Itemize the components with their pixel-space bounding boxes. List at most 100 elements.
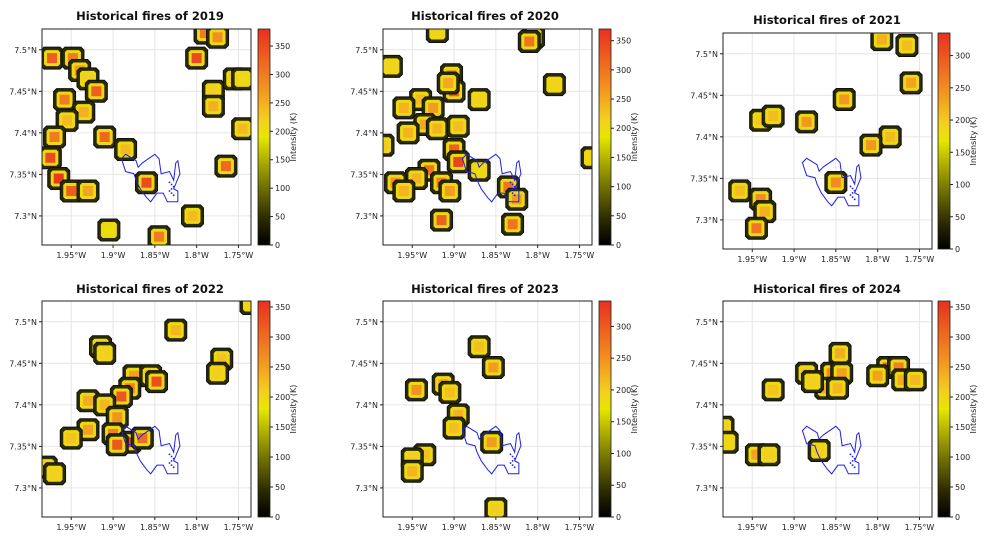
region-outline <box>120 153 181 203</box>
region-point <box>509 462 512 464</box>
fire-cell-core <box>423 165 434 176</box>
x-tick-label: 1.8°W <box>865 523 890 532</box>
fire-layer <box>42 301 251 486</box>
colorbar-tick-label: 250 <box>616 95 631 104</box>
fire-map-panel: Historical fires of 2020 1.95°W 1.9°W 1.85°… <box>350 9 639 260</box>
x-tick-label: 1.9°W <box>101 523 126 532</box>
fire-cell-core <box>897 374 908 385</box>
colorbar-tick-label: 300 <box>616 66 631 75</box>
region-point <box>170 455 173 458</box>
colorbar-tick-label: 50 <box>275 483 285 492</box>
fire-cell-core <box>587 152 592 163</box>
fire-cell-core <box>768 384 779 395</box>
fire-cell-core <box>449 144 460 155</box>
colorbar-tick-label: 250 <box>275 99 290 108</box>
fire-map-panel: Historical fires of 2024 1.95°W 1.9°W 1.85°… <box>690 282 978 532</box>
colorbar-tick-label: 100 <box>616 449 631 458</box>
map-frame <box>722 32 933 250</box>
x-tick-label: 1.85°W <box>140 251 170 260</box>
fire-layer <box>723 341 927 467</box>
fire-cell-core <box>78 107 89 118</box>
colorbar-gradient <box>598 28 612 246</box>
colorbar-tick-label: 150 <box>616 418 631 427</box>
x-tick-label: 1.75°W <box>905 523 935 532</box>
fire-cell-core <box>453 409 464 420</box>
fire-cell-core <box>237 73 248 84</box>
fire-cell-core <box>755 115 766 126</box>
colorbar-tick-label: 300 <box>955 333 970 342</box>
region-point <box>511 192 514 195</box>
x-tick-label: 1.85°W <box>821 255 851 264</box>
x-tick-label: 1.95°W <box>56 523 86 532</box>
region-point <box>168 462 171 464</box>
fire-cell-core <box>872 370 883 381</box>
colorbar-label: Intensity (K) <box>289 113 298 162</box>
fire-cell-core <box>751 223 762 234</box>
y-tick-label: 7.45°N <box>350 87 378 96</box>
fire-cell-core <box>474 341 485 352</box>
colorbar-tick-label: 150 <box>275 423 290 432</box>
region-point <box>853 466 856 469</box>
fire-cell-core <box>103 225 114 236</box>
fire-cell-core <box>398 186 409 196</box>
fire-cell-core <box>59 94 70 105</box>
region-point <box>511 183 514 186</box>
region-point <box>849 194 852 196</box>
region-point <box>168 453 171 456</box>
fire-cell-core <box>237 123 248 134</box>
fire-cell-core <box>751 449 762 460</box>
fire-cell-core <box>187 210 198 221</box>
x-tick-label: 1.9°W <box>101 251 126 260</box>
y-tick-label: 7.5°N <box>695 318 718 327</box>
colorbar-tick-label: 300 <box>275 333 290 342</box>
y-tick-label: 7.35°N <box>9 442 37 451</box>
fire-cell-core <box>839 94 850 105</box>
colorbar-gradient <box>937 300 951 518</box>
fire-cell-core <box>763 449 774 460</box>
fire-cell-core <box>723 422 728 433</box>
fire-cell-core <box>216 354 227 365</box>
x-tick-label: 1.85°W <box>481 523 511 532</box>
colorbar-label: Intensity (K) <box>630 385 639 434</box>
colorbar-tick-label: 50 <box>955 483 965 492</box>
x-tick-label: 1.75°W <box>565 523 595 532</box>
panel-title: Historical fires of 2023 <box>411 282 559 296</box>
y-tick-label: 7.45°N <box>690 91 718 100</box>
colorbar-tick-label: 50 <box>275 213 285 222</box>
y-tick-label: 7.35°N <box>350 442 378 451</box>
fire-cell-core <box>99 348 110 359</box>
colorbar-tick-label: 0 <box>616 241 621 250</box>
colorbar-tick-label: 150 <box>955 423 970 432</box>
colorbar-tick-label: 0 <box>275 513 280 522</box>
fire-cell-core <box>486 437 497 448</box>
region-point <box>849 462 852 464</box>
fire-cell-core <box>208 101 219 112</box>
x-tick-label: 1.9°W <box>782 523 807 532</box>
fire-cell-core <box>383 140 388 151</box>
fire-cell-core <box>66 186 77 196</box>
fire-cell-core <box>191 53 202 64</box>
fire-cell-core <box>503 181 514 192</box>
region-outline <box>461 425 522 475</box>
fire-cell-core <box>67 53 78 64</box>
colorbar-tick-label: 250 <box>955 84 970 93</box>
fire-cell-core <box>820 383 831 394</box>
fire-cell-core <box>759 206 770 217</box>
x-tick-label: 1.95°W <box>737 255 767 264</box>
colorbar-tick-label: 100 <box>955 453 970 462</box>
fire-cell-core <box>47 53 58 64</box>
region-point <box>851 196 854 199</box>
fire-cell-core <box>490 503 501 514</box>
colorbar-tick-label: 350 <box>275 42 290 51</box>
fire-cell-core <box>830 177 841 188</box>
colorbar-tick-label: 300 <box>275 70 290 79</box>
colorbar: 0 50 100 150 200 250 300 Intensity (K) <box>598 300 639 522</box>
region-point <box>853 198 856 201</box>
region-point <box>170 187 173 190</box>
colorbar-tick-label: 0 <box>616 513 621 522</box>
fire-cell-core <box>443 78 454 88</box>
colorbar: 0 50 100 150 200 250 300 Intensity (K) <box>937 32 978 254</box>
fire-cell-core <box>453 156 464 167</box>
y-tick-label: 7.45°N <box>690 359 718 368</box>
